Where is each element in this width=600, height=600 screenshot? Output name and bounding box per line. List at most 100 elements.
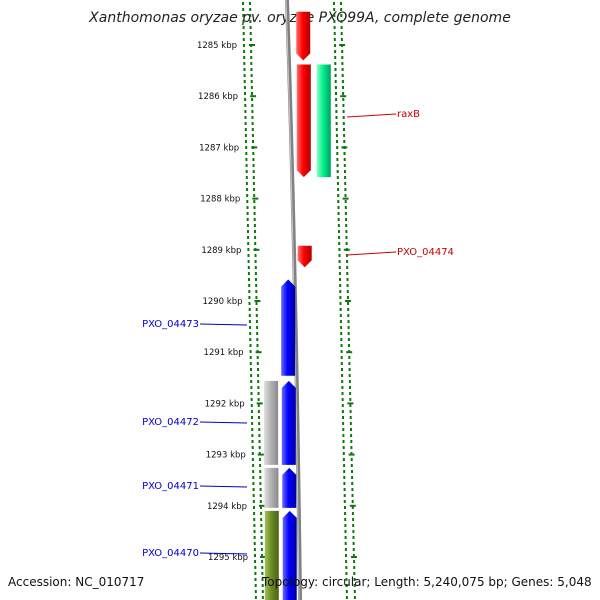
guide-dot bbox=[344, 200, 347, 203]
guide-dot bbox=[252, 158, 255, 161]
guide-dot bbox=[334, 86, 337, 89]
gene-label[interactable]: PXO_04472 bbox=[142, 417, 199, 428]
guide-dot bbox=[248, 278, 250, 281]
guide-dot bbox=[254, 242, 257, 245]
guide-dot bbox=[242, 26, 245, 29]
gene-label[interactable]: PXO_04473 bbox=[142, 319, 199, 330]
gene-red-2[interactable] bbox=[296, 64, 311, 178]
tick-mark bbox=[346, 351, 353, 354]
gene-label-leader bbox=[199, 421, 248, 424]
guide-dot bbox=[346, 290, 349, 293]
guide-dot bbox=[338, 272, 341, 275]
gene-PXO_04472[interactable] bbox=[281, 380, 296, 465]
guide-dot bbox=[345, 224, 348, 227]
guide-dot bbox=[343, 488, 346, 491]
guide-dot bbox=[338, 260, 341, 263]
guide-dot bbox=[343, 140, 346, 143]
gene-label[interactable]: raxB bbox=[397, 109, 420, 120]
guide-dot bbox=[344, 518, 347, 521]
guide-dot bbox=[346, 278, 349, 281]
guide-dot bbox=[247, 236, 250, 239]
guide-dot bbox=[259, 488, 262, 491]
guide-dot bbox=[250, 62, 253, 65]
tick-mark bbox=[250, 95, 257, 98]
guide-dot bbox=[334, 80, 337, 83]
tick-mark bbox=[251, 146, 258, 149]
gene-label-leader bbox=[199, 552, 248, 555]
guide-dot bbox=[246, 188, 249, 191]
guide-dot bbox=[242, 2, 244, 5]
guide-dot bbox=[336, 176, 339, 179]
tick-mark bbox=[345, 300, 351, 302]
guide-dot bbox=[347, 302, 349, 305]
guide-dot bbox=[349, 410, 352, 413]
gene-PXO_04471[interactable] bbox=[282, 467, 297, 508]
guide-dot bbox=[260, 548, 263, 551]
gene-olive-1[interactable] bbox=[264, 510, 279, 600]
guide-dot bbox=[244, 134, 247, 137]
guide-dot bbox=[256, 326, 259, 329]
guide-dot bbox=[337, 188, 340, 191]
tick-label: 1294 kbp bbox=[207, 502, 247, 512]
gene-grey-1[interactable] bbox=[264, 380, 279, 465]
guide-dot bbox=[251, 434, 254, 437]
guide-dot bbox=[346, 284, 349, 287]
guide-dot bbox=[253, 506, 255, 509]
guide-dot bbox=[254, 236, 257, 239]
guide-dot bbox=[337, 218, 340, 221]
guide-dot bbox=[251, 452, 254, 455]
guide-dot bbox=[343, 482, 346, 485]
gene-label[interactable]: PXO_04470 bbox=[142, 548, 199, 559]
gene-PXO_04470[interactable] bbox=[282, 510, 297, 600]
guide-dot bbox=[338, 230, 340, 233]
gene-PXO_04473[interactable] bbox=[281, 279, 296, 376]
guide-dot bbox=[353, 566, 356, 569]
tick-mark bbox=[254, 300, 261, 302]
tick-mark bbox=[340, 95, 347, 98]
gene-PXO_04474[interactable] bbox=[297, 245, 312, 268]
guide-dot bbox=[336, 170, 339, 173]
guide-dot bbox=[258, 416, 260, 419]
guide-dot bbox=[251, 446, 254, 449]
guide-dot bbox=[336, 140, 338, 143]
gene-red-1[interactable] bbox=[296, 11, 311, 61]
guide-dot bbox=[335, 92, 337, 95]
guide-dot bbox=[336, 182, 339, 185]
guide-dot bbox=[337, 194, 340, 197]
guide-dot bbox=[254, 590, 257, 593]
guide-dot bbox=[350, 464, 353, 467]
guide-dot bbox=[349, 398, 352, 401]
guide-dot bbox=[340, 326, 343, 329]
guide-dot bbox=[343, 128, 345, 131]
guide-dot bbox=[342, 446, 345, 449]
tick-label: 1286 kbp bbox=[198, 92, 238, 102]
guide-dot bbox=[247, 248, 250, 251]
guide-dot bbox=[343, 470, 346, 473]
guide-dot bbox=[341, 74, 344, 77]
guide-dot bbox=[346, 266, 349, 269]
guide-dot bbox=[341, 404, 344, 407]
guide-dot bbox=[251, 104, 254, 107]
gene-label[interactable]: PXO_04474 bbox=[397, 247, 454, 258]
guide-dot bbox=[352, 554, 355, 557]
guide-dot bbox=[250, 404, 253, 407]
guide-dot bbox=[336, 158, 339, 161]
guide-dot bbox=[252, 182, 255, 185]
gene-grey-2[interactable] bbox=[264, 467, 279, 508]
guide-dot bbox=[335, 122, 338, 125]
guide-dot bbox=[253, 512, 256, 515]
guide-dot bbox=[256, 338, 259, 341]
guide-dot bbox=[253, 188, 256, 191]
guide-dot bbox=[339, 314, 342, 317]
guide-dot bbox=[261, 584, 264, 587]
guide-dot bbox=[251, 110, 254, 113]
guide-dot bbox=[249, 32, 252, 35]
gene-label[interactable]: PXO_04471 bbox=[142, 481, 199, 492]
guide-dot bbox=[259, 494, 262, 497]
guide-dot bbox=[248, 284, 251, 287]
gene-raxB[interactable] bbox=[316, 64, 331, 178]
tick-label: 1285 kbp bbox=[197, 41, 237, 51]
guide-dot bbox=[258, 428, 261, 431]
guide-dot bbox=[248, 290, 251, 293]
guide-dot bbox=[245, 158, 248, 161]
